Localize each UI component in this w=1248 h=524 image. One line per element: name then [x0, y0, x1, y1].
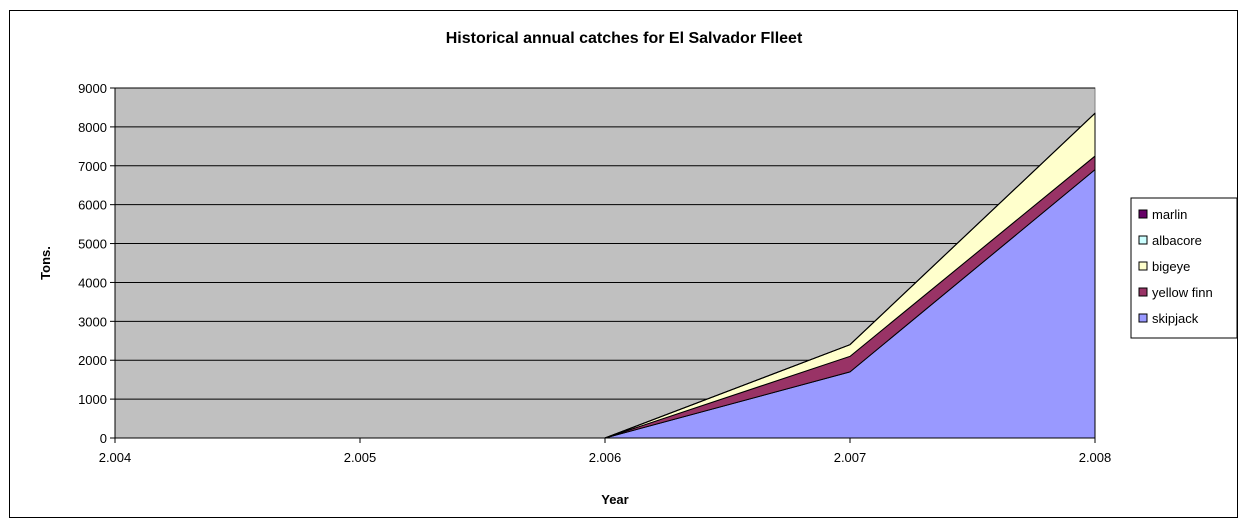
legend-label-yellow-finn: yellow finn — [1152, 285, 1213, 300]
y-axis-title: Tons. — [38, 246, 53, 280]
legend-swatch-albacore — [1138, 235, 1148, 245]
y-tick-label: 2000 — [78, 353, 107, 368]
legend-label-marlin: marlin — [1152, 207, 1187, 222]
y-tick-label: 1000 — [78, 392, 107, 407]
y-tick-label: 8000 — [78, 120, 107, 135]
legend-swatch-bigeye — [1138, 261, 1148, 271]
legend: marlin albacore bigeye yellow finn skipjack — [1130, 197, 1238, 339]
legend-label-bigeye: bigeye — [1152, 259, 1190, 274]
x-tick-label: 2.005 — [344, 450, 377, 465]
legend-swatch-yellow-finn — [1138, 287, 1148, 297]
legend-swatch-marlin — [1138, 209, 1148, 219]
y-tick-label: 5000 — [78, 237, 107, 252]
legend-label-skipjack: skipjack — [1152, 311, 1199, 326]
chart-frame: Historical annual catches for El Salvado… — [9, 10, 1238, 518]
y-tick-label: 9000 — [78, 81, 107, 96]
chart-svg: Historical annual catches for El Salvado… — [38, 30, 1238, 507]
legend-box — [1130, 197, 1238, 339]
x-tick-label: 2.004 — [99, 450, 132, 465]
plot-area: 0 1000 2000 3000 4000 5000 6000 7000 8000 9000 2.0… — [78, 81, 1111, 465]
legend-label-albacore: albacore — [1152, 233, 1202, 248]
y-tick-label: 4000 — [78, 275, 107, 290]
x-axis-title: Year — [601, 492, 628, 507]
y-tick-label: 0 — [100, 431, 107, 446]
y-tick-label: 3000 — [78, 314, 107, 329]
y-tick-label: 6000 — [78, 198, 107, 213]
chart-title: Historical annual catches for El Salvado… — [446, 30, 803, 47]
x-tick-label: 2.007 — [834, 450, 867, 465]
legend-swatch-skipjack — [1138, 313, 1148, 323]
y-tick-label: 7000 — [78, 159, 107, 174]
x-tick-label: 2.006 — [589, 450, 622, 465]
x-tick-label: 2.008 — [1079, 450, 1112, 465]
